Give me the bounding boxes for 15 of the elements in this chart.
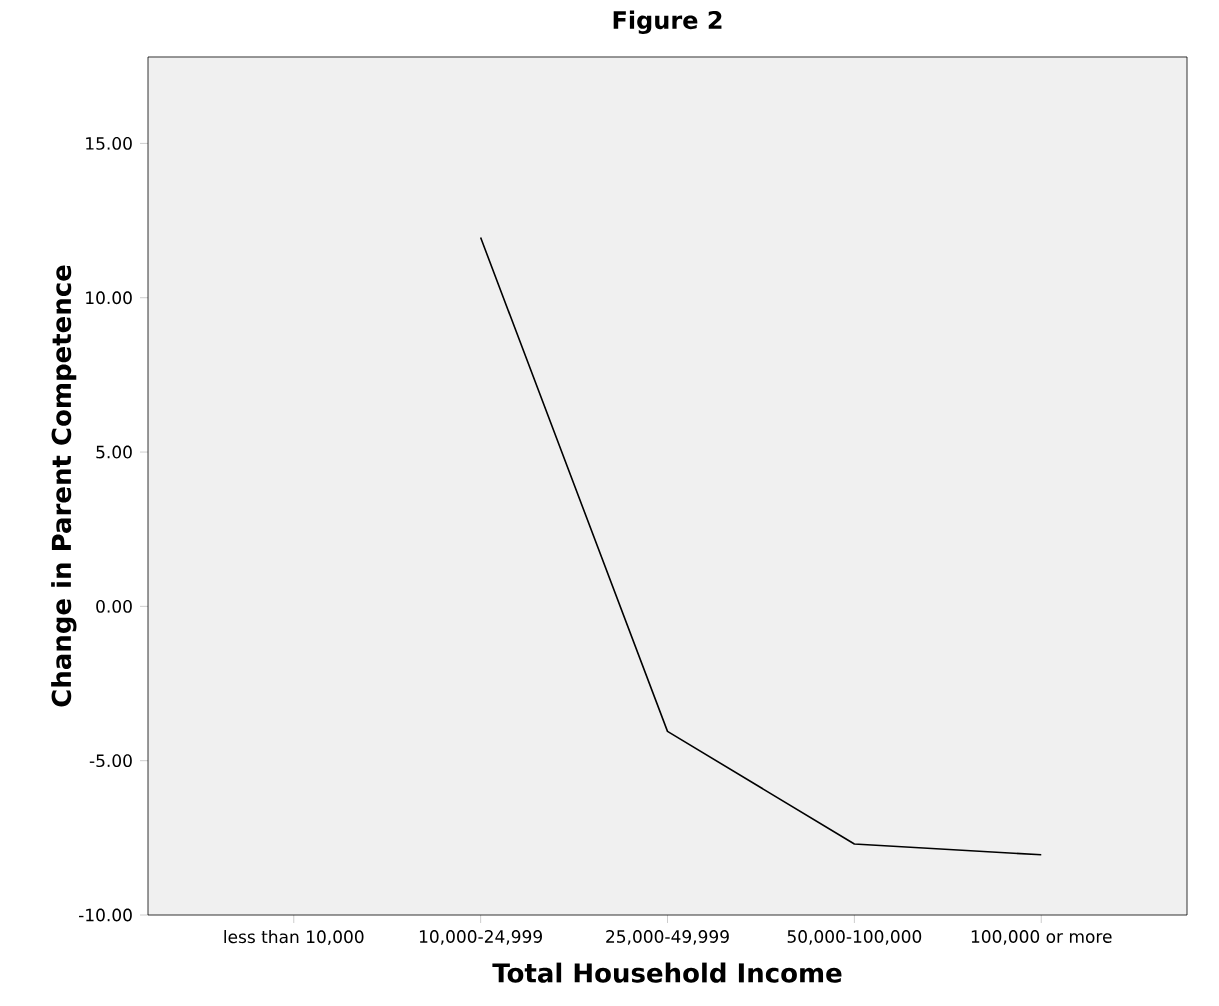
x-axis-title: Total Household Income [492, 962, 842, 983]
x-tick-label: 25,000-49,999 [606, 930, 729, 945]
y-tick-label: 0.00 [96, 599, 132, 613]
y-axis-title: Change in Parent Competence [51, 265, 77, 707]
x-tick-label: 10,000-24,999 [419, 930, 542, 945]
chart-title: Figure 2 [613, 10, 722, 34]
y-tick-label: -10.00 [79, 908, 132, 922]
y-tick-label: -5.00 [89, 754, 132, 768]
y-tick-label: 15.00 [86, 136, 132, 150]
x-tick-label: less than 10,000 [224, 930, 364, 945]
line-series [479, 236, 1043, 856]
y-tick-label: 10.00 [86, 291, 132, 305]
y-tick-label: 5.00 [96, 445, 132, 459]
x-tick-label: 100,000 or more [971, 930, 1112, 945]
x-tick-label: 50,000-100,000 [787, 930, 922, 945]
